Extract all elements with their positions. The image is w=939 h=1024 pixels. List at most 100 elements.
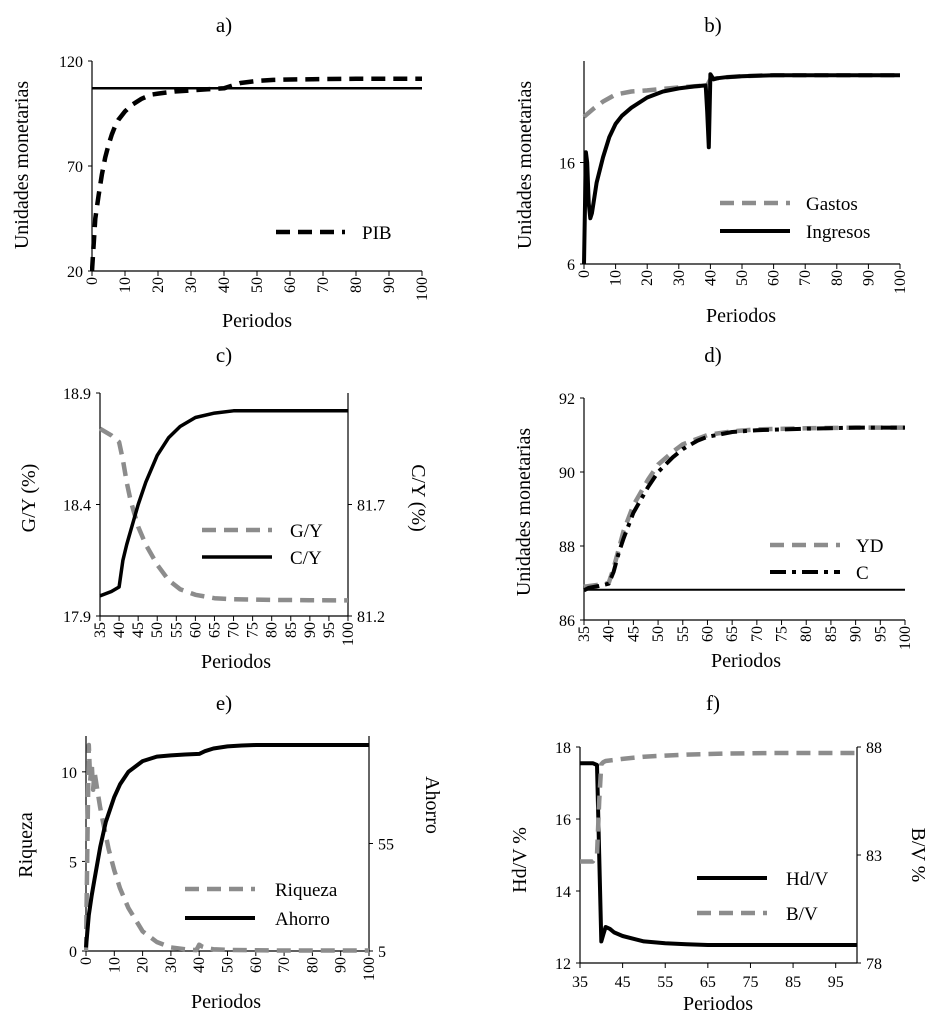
y-tick-label: 16 xyxy=(559,156,575,173)
x-tick-label: 80 xyxy=(348,277,365,293)
y-tick-label: 86 xyxy=(559,613,575,630)
x-axis-label: Periodos xyxy=(191,991,261,1013)
y2-tick-label: 81.7 xyxy=(357,498,385,515)
y2-tick-label: 83 xyxy=(866,848,882,865)
x-tick-label: 70 xyxy=(226,622,243,638)
y-tick-label: 18 xyxy=(555,740,571,757)
x-tick-label: 60 xyxy=(248,957,265,973)
series-line-c xyxy=(583,425,905,593)
x-tick-label: 30 xyxy=(671,270,688,286)
x-tick-label: 70 xyxy=(315,277,332,293)
y2-axis-label: C/Y (%) xyxy=(407,464,429,532)
panel-title-f: f) xyxy=(706,691,720,715)
x-tick-label: 40 xyxy=(702,270,719,286)
legend-label: PIB xyxy=(362,223,392,244)
legend-label: C xyxy=(856,563,869,584)
panel-title-b: b) xyxy=(704,13,722,37)
x-tick-label: 60 xyxy=(699,626,716,642)
x-tick-label: 20 xyxy=(150,277,167,293)
y-tick-label: 92 xyxy=(559,391,575,408)
x-tick-label: 55 xyxy=(675,626,692,642)
x-tick-label: 30 xyxy=(163,957,180,973)
y-axis-label: G/Y (%) xyxy=(18,464,40,533)
y-axis-label: Unidades monetarias xyxy=(11,81,33,249)
series-line-g-y xyxy=(98,426,349,603)
y-tick-label: 70 xyxy=(67,159,83,176)
y2-axis-label: Ahorro xyxy=(421,776,443,834)
x-tick-label: 100 xyxy=(361,957,378,981)
y-axis-label: Hd/V % xyxy=(509,827,531,893)
y-axis-label: Riqueza xyxy=(15,812,37,878)
x-tick-label: 70 xyxy=(276,957,293,973)
legend-label: YD xyxy=(856,536,883,557)
x-axis-label: Periodos xyxy=(201,651,271,673)
chart-panel-a: a) 0 10 20 30 40 50 60 70 80 90 100 20 70 120 Periodos U… xyxy=(11,13,431,332)
x-tick-label: 35 xyxy=(92,622,109,638)
x-tick-label: 100 xyxy=(892,270,909,294)
x-tick-label: 35 xyxy=(576,626,593,642)
x-tick-label: 40 xyxy=(111,622,128,638)
y-tick-label: 10 xyxy=(61,765,77,782)
x-tick-label: 50 xyxy=(149,622,166,638)
x-tick-label: 40 xyxy=(601,626,618,642)
series-line-pib xyxy=(90,76,422,272)
y-tick-label: 16 xyxy=(555,812,571,829)
x-tick-label: 0 xyxy=(576,270,593,278)
x-tick-label: 65 xyxy=(206,622,223,638)
x-axis-label: Periodos xyxy=(706,305,776,327)
chart-panel-d: d) 35 40 45 50 55 60 65 70 75 80 85 90 95 100 86 88 90 92 P… xyxy=(513,343,914,672)
x-tick-label: 45 xyxy=(625,626,642,642)
x-axis-label: Periodos xyxy=(222,310,292,332)
x-tick-label: 100 xyxy=(340,622,357,646)
y-tick-label: 18.9 xyxy=(63,386,91,403)
x-tick-label: 95 xyxy=(872,626,889,642)
x-tick-label: 50 xyxy=(734,270,751,286)
x-tick-label: 65 xyxy=(724,626,741,642)
series-line-c-y xyxy=(99,409,348,598)
panel-title-e: e) xyxy=(216,691,232,715)
panel-title-d: d) xyxy=(704,343,722,367)
series-line-ahorro xyxy=(84,743,369,948)
legend-label: G/Y xyxy=(290,521,323,542)
y-tick-label: 12 xyxy=(555,956,571,973)
x-tick-label: 40 xyxy=(216,277,233,293)
x-tick-label: 75 xyxy=(245,622,262,638)
x-tick-label: 55 xyxy=(168,622,185,638)
x-tick-label: 80 xyxy=(264,622,281,638)
x-tick-label: 55 xyxy=(657,974,673,991)
y2-tick-label: 78 xyxy=(866,956,882,973)
x-tick-label: 80 xyxy=(304,957,321,973)
y2-tick-label: 5 xyxy=(378,944,386,961)
x-tick-label: 20 xyxy=(135,957,152,973)
panel-title-a: a) xyxy=(216,13,232,37)
y-tick-label: 88 xyxy=(559,539,575,556)
x-tick-label: 10 xyxy=(117,277,134,293)
x-tick-label: 75 xyxy=(774,626,791,642)
x-tick-label: 45 xyxy=(130,622,147,638)
x-tick-label: 70 xyxy=(749,626,766,642)
y2-tick-label: 81.2 xyxy=(357,609,385,626)
x-tick-label: 60 xyxy=(766,270,783,286)
x-tick-label: 20 xyxy=(639,270,656,286)
x-axis-label: Periodos xyxy=(711,650,781,672)
y-tick-label: 120 xyxy=(59,54,83,71)
x-tick-label: 85 xyxy=(283,622,300,638)
y-tick-label: 20 xyxy=(67,264,83,281)
y-tick-label: 90 xyxy=(559,465,575,482)
x-tick-label: 90 xyxy=(381,277,398,293)
x-tick-label: 50 xyxy=(650,626,667,642)
x-tick-label: 90 xyxy=(302,622,319,638)
x-tick-label: 10 xyxy=(608,270,625,286)
x-tick-label: 0 xyxy=(78,957,95,965)
y-tick-label: 6 xyxy=(567,257,575,274)
y-tick-label: 18.4 xyxy=(63,498,91,515)
x-tick-label: 65 xyxy=(700,974,716,991)
chart-panel-f: f) 35 45 55 65 75 85 95 12 14 16 18 78 83 88 Periodos Hd… xyxy=(509,691,929,1015)
x-tick-label: 95 xyxy=(828,974,844,991)
chart-panel-b: b) 0 10 20 30 40 50 60 70 80 90 100 6 16 Periodos Unida… xyxy=(514,13,909,327)
x-tick-label: 95 xyxy=(321,622,338,638)
x-tick-label: 60 xyxy=(282,277,299,293)
y-axis-label: Unidades monetarias xyxy=(513,428,535,596)
x-tick-label: 100 xyxy=(414,277,431,301)
